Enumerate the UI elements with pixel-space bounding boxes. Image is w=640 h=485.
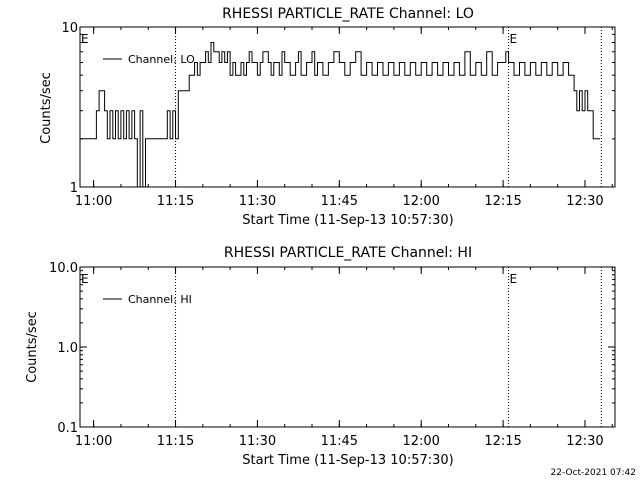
plot-frame [79, 266, 616, 428]
y-tick-label: 1 [70, 181, 78, 196]
chart-lo-channel: RHESSI PARTICLE_RATE Channel: LO Counts/… [39, 6, 616, 228]
flag-label: E [81, 272, 89, 286]
x-tick-label: 11:45 [321, 194, 358, 209]
y-tick-label: 10 [61, 21, 78, 36]
x-tick-label: 12:15 [484, 434, 521, 449]
y-axis-label: Counts/sec [39, 72, 54, 144]
x-tick-label: 11:15 [157, 434, 194, 449]
chart-hi-channel: RHESSI PARTICLE_RATE Channel: HI Counts/… [25, 245, 616, 468]
x-tick-label: 11:30 [239, 434, 276, 449]
legend-label: Channel: HI [128, 293, 192, 306]
y-tick-label: 1.0 [57, 341, 78, 356]
x-tick-label: 12:30 [566, 194, 603, 209]
x-tick-label: 11:30 [239, 194, 276, 209]
y-tick-label: 10.0 [49, 261, 78, 276]
x-tick-label: 12:30 [566, 434, 603, 449]
x-axis-label: Start Time (11-Sep-13 10:57:30) [242, 453, 453, 468]
legend-label: Channel: LO [128, 53, 195, 66]
x-tick-label: 12:00 [402, 434, 439, 449]
y-axis-label: Counts/sec [25, 311, 40, 383]
x-tick-label: 11:00 [75, 194, 112, 209]
chart-title: RHESSI PARTICLE_RATE Channel: LO [222, 6, 474, 22]
plot-frame [79, 26, 616, 188]
chart-title: RHESSI PARTICLE_RATE Channel: HI [224, 245, 472, 261]
x-tick-label: 12:00 [402, 194, 439, 209]
flag-label: E [510, 272, 518, 286]
timestamp: 22-Oct-2021 07:42 [551, 468, 636, 478]
x-tick-label: 11:15 [157, 194, 194, 209]
series-line [80, 42, 601, 188]
y-tick-label: 0.1 [57, 421, 78, 436]
x-tick-label: 12:15 [484, 194, 521, 209]
x-axis-label: Start Time (11-Sep-13 10:57:30) [242, 213, 453, 228]
x-tick-label: 11:45 [321, 434, 358, 449]
x-tick-label: 11:00 [75, 434, 112, 449]
flag-label: E [81, 32, 89, 46]
flag-label: E [510, 32, 518, 46]
